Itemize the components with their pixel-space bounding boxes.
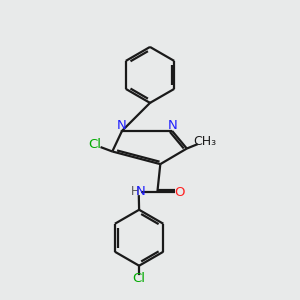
Text: H: H	[130, 185, 140, 198]
Text: Cl: Cl	[133, 272, 146, 285]
Text: Cl: Cl	[88, 139, 101, 152]
Text: N: N	[117, 119, 126, 132]
Text: O: O	[175, 186, 185, 199]
Text: N: N	[168, 119, 178, 132]
Text: N: N	[136, 185, 146, 198]
Text: CH₃: CH₃	[193, 135, 216, 148]
